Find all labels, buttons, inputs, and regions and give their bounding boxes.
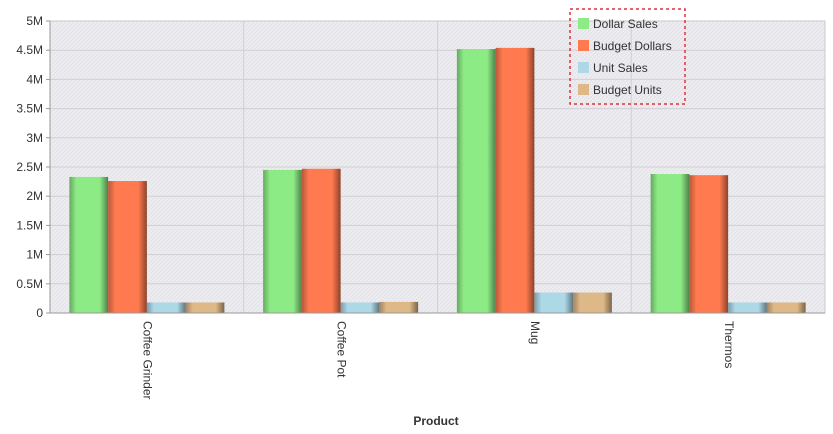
legend-swatch [578, 40, 589, 51]
bar-dollar-sales-coffee-pot [263, 169, 302, 313]
legend: Dollar Sales Budget Dollars Unit Sales Budg… [569, 8, 686, 105]
bar-dollar-sales-coffee-grinder [69, 176, 109, 313]
y-tick-label: 3M [26, 131, 43, 145]
y-tick-label: 0.5M [16, 277, 43, 291]
bar-budget-dollars-coffee-pot [301, 168, 341, 313]
legend-swatch [578, 62, 589, 73]
bar-dollar-sales-mug [456, 49, 496, 313]
y-tick-label: 2M [26, 189, 43, 203]
x-tick-label: Thermos [722, 321, 736, 368]
y-tick-label: 4.5M [16, 43, 43, 57]
y-tick-label: 1.5M [16, 218, 43, 232]
bars [69, 47, 806, 314]
bar-budget-dollars-mug [495, 47, 535, 314]
y-tick-label: 2.5M [16, 160, 43, 174]
y-tick-label: 5M [26, 14, 43, 28]
bar-unit-sales-coffee-pot [340, 302, 380, 313]
axes: 0 0.5M 1M 1.5M 2M 2.5M 3M 3.5M 4M 4.5M 5M Coffee Gr… [16, 14, 825, 400]
y-tick-label: 1M [26, 248, 43, 262]
x-tick-label: Coffee Pot [334, 321, 348, 378]
legend-label[interactable]: Unit Sales [593, 61, 648, 75]
legend-swatch [578, 18, 589, 29]
bar-budget-dollars-thermos [689, 175, 729, 313]
x-tick-label: Coffee Grinder [141, 321, 155, 400]
bar-budget-units-mug [573, 292, 612, 313]
bar-dollar-sales-thermos [650, 174, 690, 313]
x-tick-label: Mug [528, 321, 542, 344]
x-axis-title: Product [413, 414, 458, 428]
bar-unit-sales-coffee-grinder [146, 302, 186, 313]
legend-box [569, 8, 686, 105]
y-tick-label: 3.5M [16, 102, 43, 116]
bar-unit-sales-thermos [728, 302, 767, 313]
bar-budget-units-coffee-grinder [185, 302, 225, 313]
grid-lines [49, 20, 826, 314]
legend-label[interactable]: Budget Units [593, 83, 662, 97]
bar-budget-units-coffee-pot [379, 301, 419, 313]
legend-label[interactable]: Budget Dollars [593, 39, 672, 53]
legend-label[interactable]: Dollar Sales [593, 17, 658, 31]
y-tick-label: 0 [36, 306, 43, 320]
y-tick-label: 4M [26, 72, 43, 86]
bar-unit-sales-mug [534, 292, 574, 313]
bar-budget-dollars-coffee-grinder [108, 181, 147, 313]
legend-swatch [578, 84, 589, 95]
bar-budget-units-thermos [766, 302, 806, 313]
